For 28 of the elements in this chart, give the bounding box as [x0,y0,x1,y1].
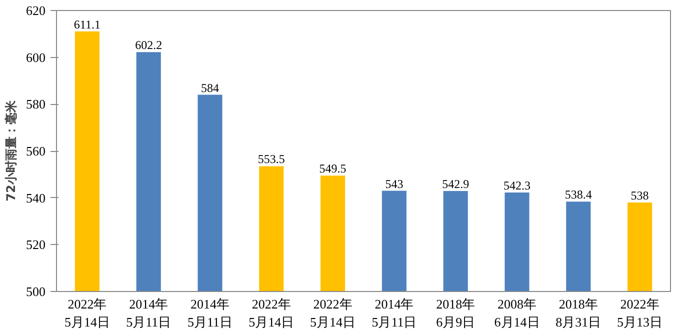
x-tick-label: 2018年 6月9日 [436,296,476,330]
y-axis-title: 72小时雨量：毫米 [4,100,18,202]
x-tick-label: 2022年 5月14日 [310,296,356,330]
data-label: 611.1 [74,17,100,32]
data-label: 538 [630,188,649,203]
data-label: 543 [385,176,404,191]
data-label: 602.2 [135,38,162,52]
data-label: 542.9 [442,177,470,192]
data-label: 584 [201,80,219,95]
x-tick-label: 2022年 5月13日 [617,296,663,330]
x-tick-label: 2018年 8月31日 [556,296,602,330]
y-tick-label: 600 [26,50,46,65]
data-label: 553.5 [258,152,285,166]
x-tick-label: 2008年 6月14日 [494,296,540,330]
data-label: 549.5 [319,162,346,176]
y-tick-label: 520 [26,237,46,252]
y-tick-label: 580 [26,96,46,112]
y-tick-label: 500 [26,284,46,299]
y-tick-label: 560 [26,144,46,158]
x-tick-label: 2014年 5月11日 [187,296,233,330]
x-tick-label: 2014年 5月11日 [126,296,172,330]
y-tick-label: 620 [26,3,46,18]
x-tick-label: 2014年 5月11日 [372,296,417,330]
x-tick-label: 2022年 5月14日 [248,296,294,330]
y-tick-label: 540 [26,190,46,206]
data-label: 538.4 [564,188,592,202]
data-label: 542.3 [504,178,530,192]
x-tick-label: 2022年 5月14日 [64,296,110,330]
